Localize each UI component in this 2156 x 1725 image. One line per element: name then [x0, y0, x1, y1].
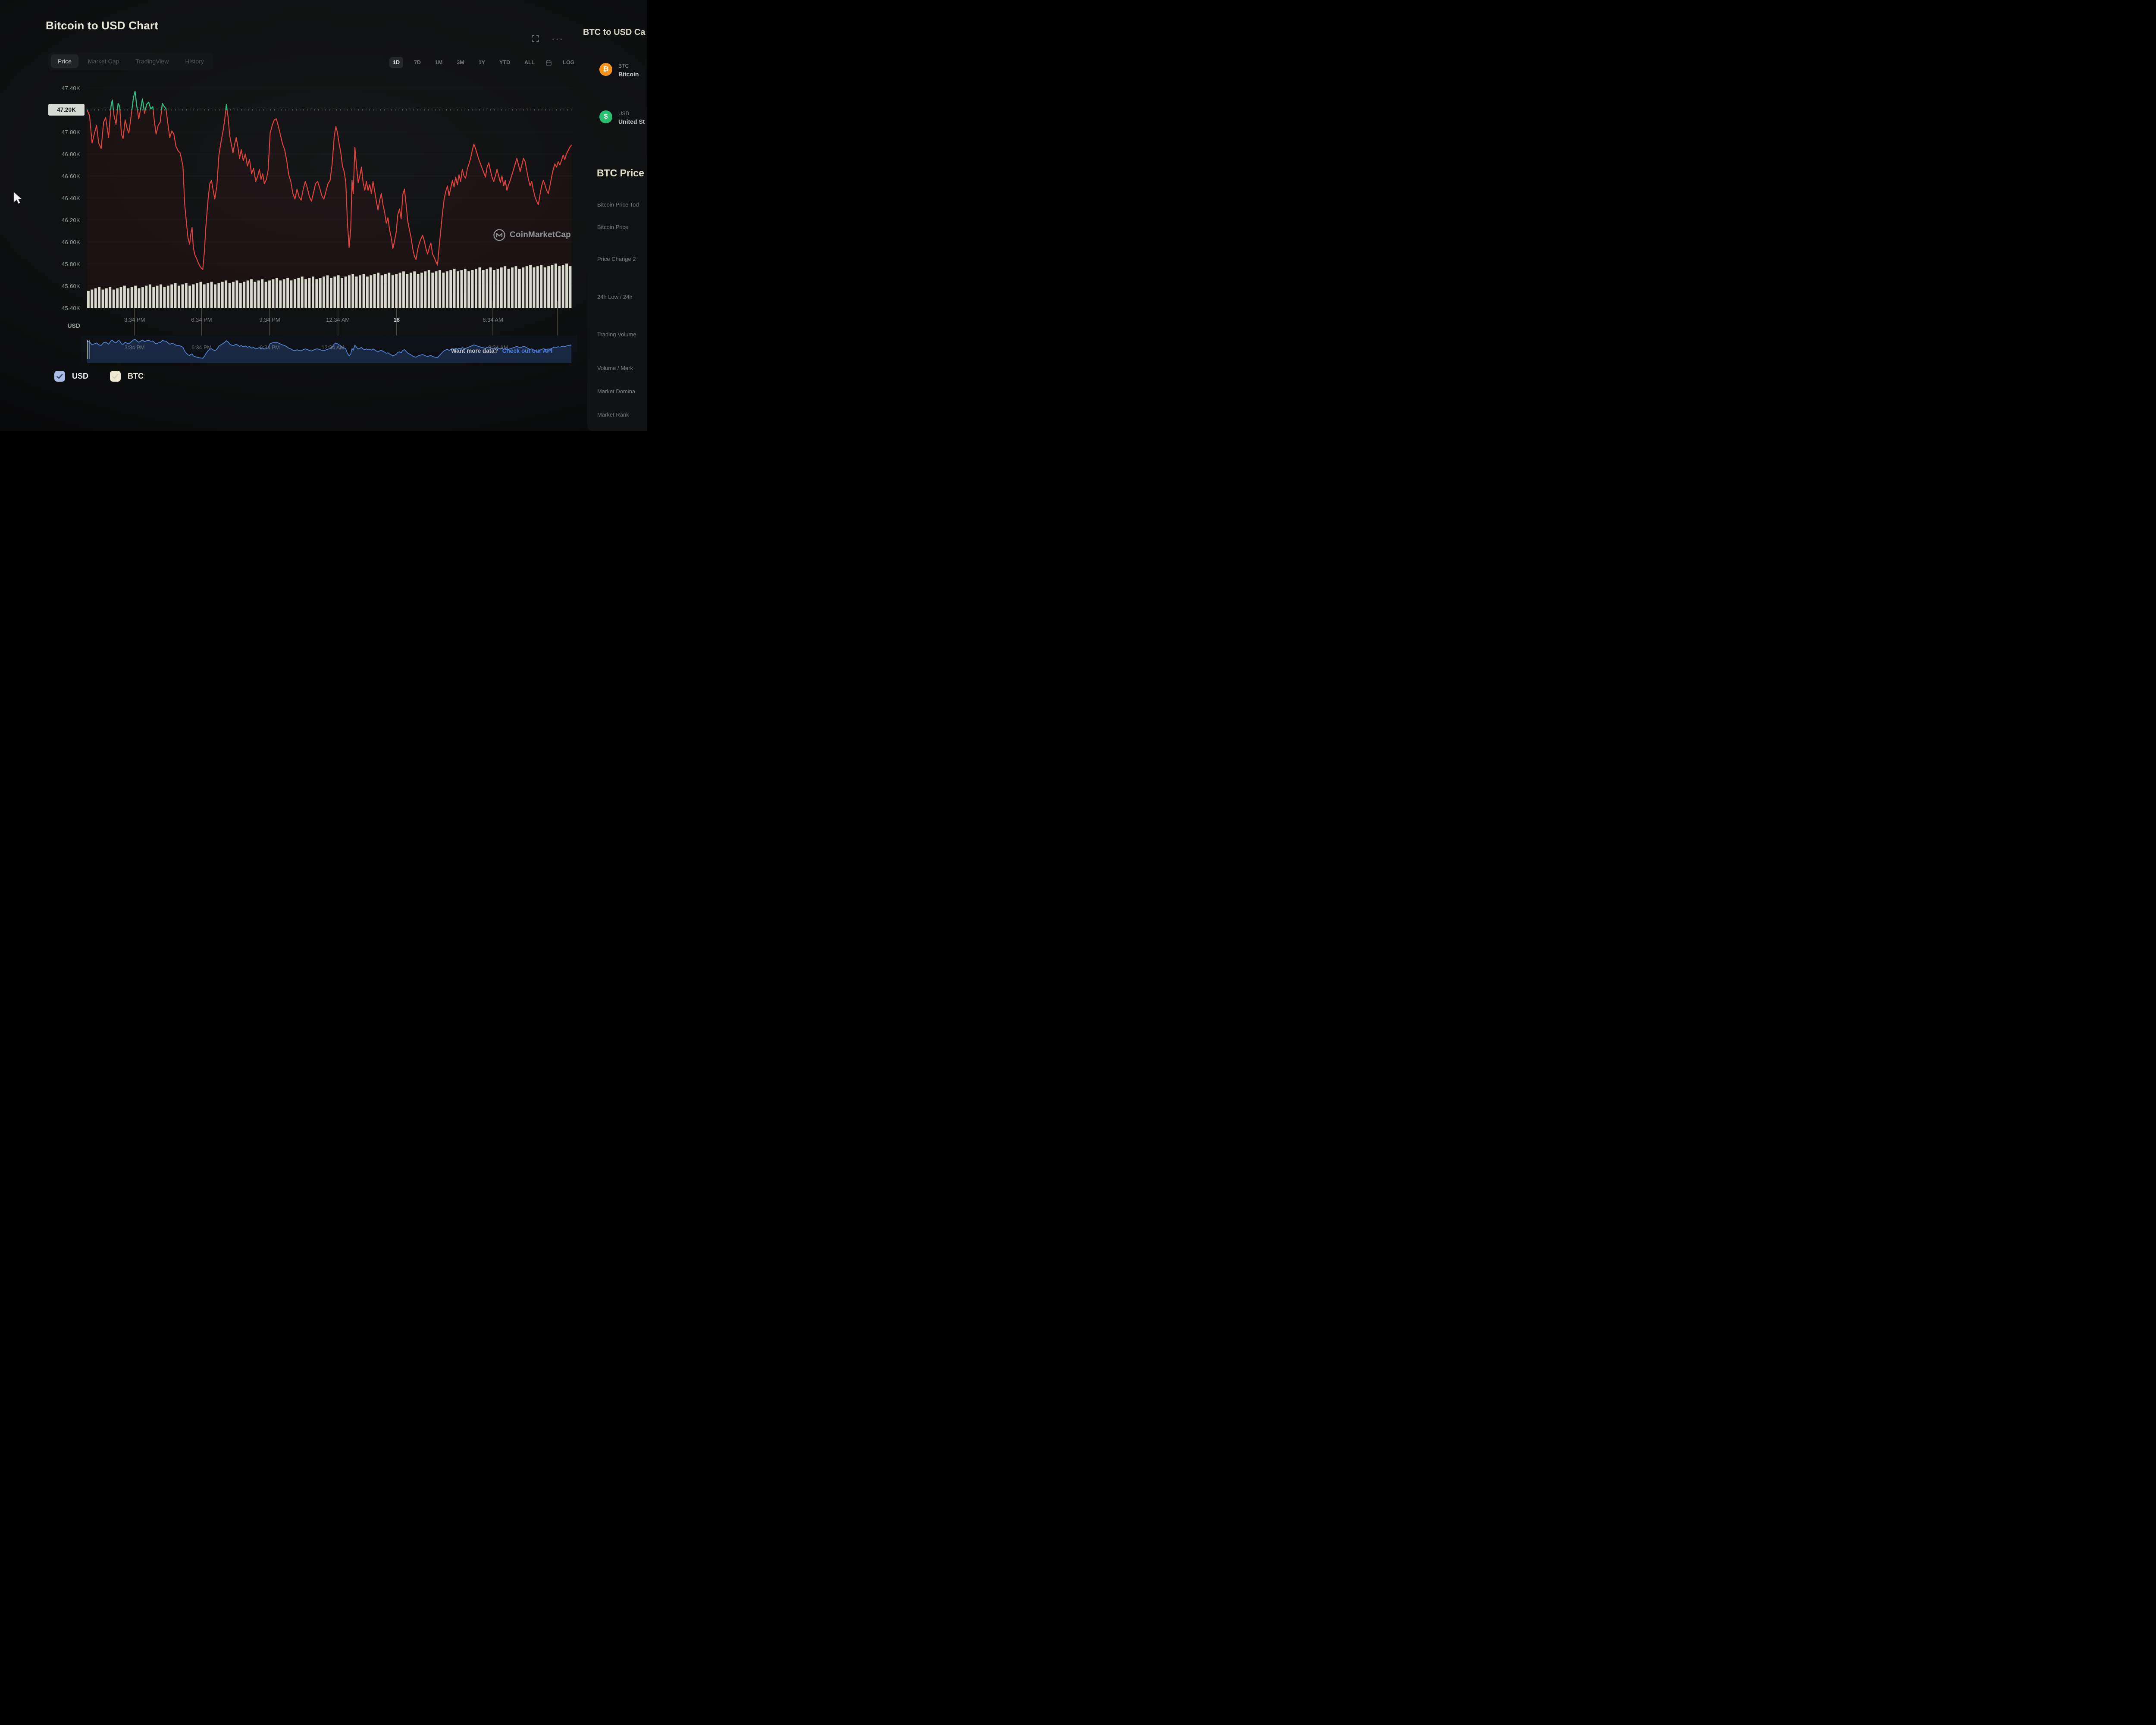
stats-title: BTC Price — [597, 167, 644, 179]
more-options-icon[interactable]: ··· — [552, 33, 564, 44]
tab-history[interactable]: History — [185, 58, 204, 65]
x-tick-label: 18 — [393, 317, 400, 323]
chart-type-tabs: Price Market Cap TradingView History — [48, 52, 213, 70]
navigator-left-handle[interactable] — [87, 340, 88, 359]
x-tick-label: 12:34 AM — [326, 317, 350, 323]
coin-symbol: USD — [618, 110, 630, 116]
coin-symbol: BTC — [618, 63, 629, 69]
y-tick-46.60K: 46.60K — [61, 173, 80, 179]
legend-usd-label: USD — [72, 372, 89, 380]
current-price-badge: 47.20K — [48, 104, 85, 116]
page-title: Bitcoin to USD Chart — [46, 19, 159, 32]
log-scale-toggle[interactable]: LOG — [563, 60, 575, 66]
x-tick-label: 6:34 AM — [483, 317, 503, 323]
stats-row-market-domina: Market Domina — [597, 388, 636, 395]
y-tick-46.80K: 46.80K — [61, 151, 80, 157]
y-tick-46.00K: 46.00K — [61, 239, 80, 245]
y-tick-45.40K: 45.40K — [61, 305, 80, 311]
y-tick-46.20K: 46.20K — [61, 217, 80, 223]
mouse-cursor-icon — [13, 192, 22, 204]
tab-tradingview[interactable]: TradingView — [135, 58, 169, 65]
usd-checkbox[interactable] — [54, 371, 65, 382]
coin-name: Bitcoin — [618, 71, 639, 78]
stats-row-trading-volume: Trading Volume — [597, 331, 636, 338]
calendar-icon[interactable] — [545, 60, 552, 66]
legend-btc[interactable]: BTC — [110, 371, 144, 382]
chart-actions: ··· — [531, 34, 564, 43]
want-more-data-text: Want more data? — [451, 348, 498, 354]
range-3m[interactable]: 3M — [457, 60, 464, 66]
volume-bars — [87, 263, 572, 308]
converter-coin-usd[interactable]: $ USD United St — [599, 110, 645, 125]
navigator-tick-label: 6:34 PM — [191, 345, 212, 351]
price-line-down — [86, 91, 572, 270]
legend-usd[interactable]: USD — [54, 371, 88, 382]
check-icon — [112, 373, 119, 379]
btc-checkbox[interactable] — [110, 371, 121, 382]
navigator-tick-label: 12:34 AM — [321, 345, 345, 351]
x-tick-label: 3:34 PM — [124, 317, 145, 323]
coinmarketcap-chart-page: Bitcoin to USD Chart ··· Price Market Cap… — [0, 0, 647, 431]
stats-row-volume-mark: Volume / Mark — [597, 365, 633, 371]
tab-price[interactable]: Price — [51, 54, 78, 68]
coinmarketcap-logo-icon — [493, 229, 505, 241]
chart-navigator[interactable] — [81, 336, 577, 363]
navigator-tick-label: 9:34 PM — [260, 345, 280, 351]
range-ytd[interactable]: YTD — [499, 60, 511, 66]
y-axis-unit-label: USD — [67, 322, 80, 329]
stats-row-price-change-2: Price Change 2 — [597, 256, 636, 262]
range-7d[interactable]: 7D — [414, 60, 421, 66]
navigator-tick-label: 3:34 PM — [124, 345, 145, 351]
stats-row-bitcoin-price-tod: Bitcoin Price Tod — [597, 201, 639, 208]
stats-row-24h-low-24h: 24h Low / 24h — [597, 294, 633, 300]
y-tick-47.00K: 47.00K — [61, 129, 80, 135]
y-tick-45.60K: 45.60K — [61, 283, 80, 289]
usd-icon: $ — [599, 110, 612, 123]
api-link[interactable]: Check out our API — [502, 348, 553, 354]
range-1d[interactable]: 1D — [389, 57, 403, 68]
price-chart[interactable] — [81, 82, 577, 317]
navigator-line — [87, 339, 572, 359]
sidebar-panel — [587, 154, 647, 431]
series-legend: USD BTC — [54, 371, 144, 382]
range-1y[interactable]: 1Y — [478, 60, 486, 66]
navigator-area — [87, 339, 572, 363]
navigator-left-handle-2[interactable] — [89, 340, 90, 359]
tab-market-cap[interactable]: Market Cap — [88, 58, 119, 65]
x-tick-label: 6:34 PM — [191, 317, 212, 323]
range-1m[interactable]: 1M — [435, 60, 443, 66]
watermark: CoinMarketCap — [493, 229, 571, 242]
price-area-fill — [87, 91, 572, 308]
coin-name: United St — [618, 118, 645, 125]
stats-row-market-rank: Market Rank — [597, 411, 629, 418]
fullscreen-icon[interactable] — [531, 34, 539, 43]
converter-title: BTC to USD Ca — [583, 28, 646, 37]
y-tick-45.80K: 45.80K — [61, 261, 80, 267]
navigator-tick-label: 9:34 AM — [488, 345, 508, 351]
time-range-buttons: 1D 7D 1M 3M 1Y YTD ALL LOG — [389, 57, 578, 68]
legend-btc-label: BTC — [128, 372, 144, 380]
y-tick-47.40K: 47.40K — [61, 85, 80, 91]
y-tick-46.40K: 46.40K — [61, 195, 80, 201]
converter-coin-btc[interactable]: ₿ BTC Bitcoin — [599, 63, 639, 78]
watermark-text: CoinMarketCap — [510, 230, 571, 239]
stats-row-bitcoin-price: Bitcoin Price — [597, 224, 629, 230]
footer-note: Want more data? Check out our API — [451, 348, 552, 354]
x-tick-label: 9:34 PM — [259, 317, 280, 323]
range-all[interactable]: ALL — [524, 60, 535, 66]
bitcoin-icon: ₿ — [599, 63, 612, 76]
check-icon — [56, 373, 63, 379]
